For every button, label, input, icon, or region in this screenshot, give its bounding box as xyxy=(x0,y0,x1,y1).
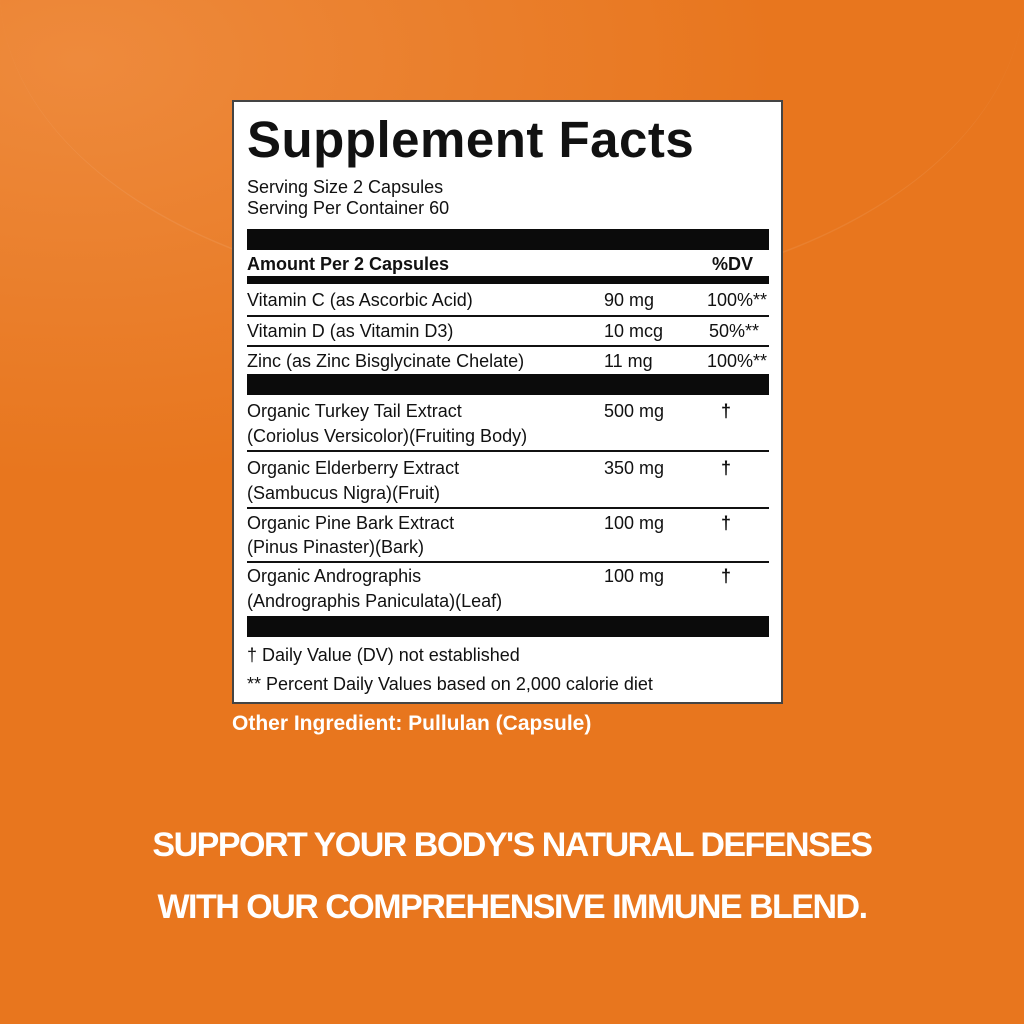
vitamin-c-name: Vitamin C (as Ascorbic Acid) xyxy=(247,290,473,310)
elderberry-detail: (Sambucus Nigra)(Fruit) xyxy=(247,483,441,503)
elderberry-dv: † xyxy=(721,458,732,478)
serving-size: Serving Size 2 Capsules xyxy=(247,177,444,197)
vitamin-c-amount: 90 mg xyxy=(604,290,655,310)
turkey-tail-dv: † xyxy=(721,401,732,421)
andrographis-dv: † xyxy=(721,566,732,586)
row-divider xyxy=(247,561,769,563)
andrographis-amount: 100 mg xyxy=(604,566,665,586)
row-divider xyxy=(247,315,769,317)
pine-bark-amount: 100 mg xyxy=(604,513,665,533)
turkey-tail-detail: (Coriolus Versicolor)(Fruiting Body) xyxy=(247,426,528,446)
dv-header: %DV xyxy=(711,254,753,274)
vitamin-d-dv: 50%** xyxy=(708,321,759,341)
andrographis-detail: (Andrographis Paniculata)(Leaf) xyxy=(247,591,503,611)
zinc-amount: 11 mg xyxy=(604,351,653,371)
slogan-line-2: WITH OUR COMPREHENSIVE IMMUNE BLEND. xyxy=(157,888,868,926)
row-divider xyxy=(247,345,769,347)
vitamin-d-name: Vitamin D (as Vitamin D3) xyxy=(247,321,454,341)
vitamin-d-amount: 10 mcg xyxy=(604,321,664,341)
vitamin-c-dv: 100%** xyxy=(706,290,767,310)
elderberry-name: Organic Elderberry Extract xyxy=(247,458,460,478)
divider-bar xyxy=(247,276,769,284)
slogan-line-1: SUPPORT YOUR BODY'S NATURAL DEFENSES xyxy=(152,826,873,864)
elderberry-amount: 350 mg xyxy=(604,458,665,478)
divider-bar xyxy=(247,616,769,637)
row-divider xyxy=(247,507,769,509)
other-ingredient: Other Ingredient: Pullulan (Capsule) xyxy=(232,712,592,735)
amount-header: Amount Per 2 Capsules xyxy=(247,254,450,274)
servings-per-container: Serving Per Container 60 xyxy=(247,198,450,218)
panel-title: Supplement Facts xyxy=(247,111,695,168)
footnote-dagger: † Daily Value (DV) not established xyxy=(247,645,520,665)
supplement-facts-panel: Supplement Facts Serving Size 2 Capsules… xyxy=(232,100,783,704)
turkey-tail-amount: 500 mg xyxy=(604,401,665,421)
divider-bar xyxy=(247,229,769,250)
pine-bark-name: Organic Pine Bark Extract xyxy=(247,513,455,533)
andrographis-name: Organic Andrographis xyxy=(247,566,422,586)
divider-bar xyxy=(247,374,769,395)
footnote-percent-dv: ** Percent Daily Values based on 2,000 c… xyxy=(247,674,653,694)
zinc-dv: 100%** xyxy=(706,351,767,371)
pine-bark-detail: (Pinus Pinaster)(Bark) xyxy=(247,537,425,557)
row-divider xyxy=(247,450,769,452)
zinc-name: Zinc (as Zinc Bisglycinate Chelate) xyxy=(247,351,525,371)
turkey-tail-name: Organic Turkey Tail Extract xyxy=(247,401,462,421)
pine-bark-dv: † xyxy=(721,513,732,533)
